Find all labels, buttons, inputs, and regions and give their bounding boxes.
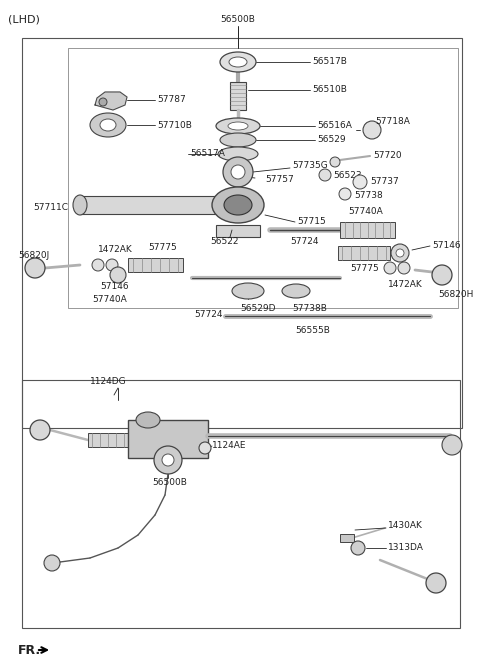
Text: 57775: 57775 [350,264,379,273]
Text: 56500B: 56500B [221,15,255,24]
Text: 56500B: 56500B [152,478,187,487]
Text: 1472AK: 1472AK [388,280,423,289]
Bar [340,534,354,542]
Text: 56510B: 56510B [312,85,347,95]
Text: 57738: 57738 [354,192,383,200]
Ellipse shape [432,265,452,285]
Ellipse shape [426,573,446,593]
Bar [80,196,220,214]
Ellipse shape [92,259,104,271]
Text: 57146: 57146 [100,282,129,291]
Text: 57740A: 57740A [348,207,383,216]
Ellipse shape [218,147,258,161]
Ellipse shape [330,157,340,167]
Bar [22,38,462,428]
Text: 56523: 56523 [333,171,361,179]
Text: 56516A: 56516A [317,122,352,130]
Ellipse shape [199,442,211,454]
Text: 57775: 57775 [148,243,177,252]
Text: 1124AE: 1124AE [212,441,247,450]
Ellipse shape [391,244,409,262]
Ellipse shape [220,52,256,72]
Text: FR.: FR. [18,644,41,657]
Ellipse shape [136,412,160,428]
Text: 57710B: 57710B [157,120,192,130]
Ellipse shape [339,188,351,200]
Ellipse shape [90,113,126,137]
Text: 56555B: 56555B [295,326,330,335]
Text: 1472AK: 1472AK [98,245,133,254]
Bar [68,48,458,308]
Ellipse shape [220,133,256,147]
Text: 56820J: 56820J [18,251,49,260]
Ellipse shape [228,122,248,130]
Ellipse shape [396,249,404,257]
Text: 57740A: 57740A [92,295,127,304]
Text: 57146: 57146 [432,241,461,251]
Text: 56522: 56522 [210,237,239,247]
Ellipse shape [384,262,396,274]
Ellipse shape [216,118,260,134]
Text: 57735G: 57735G [292,161,328,171]
Ellipse shape [231,165,245,179]
Polygon shape [95,92,127,110]
Text: 57715: 57715 [297,218,326,226]
Bar [338,246,390,260]
Ellipse shape [363,121,381,139]
Text: (LHD): (LHD) [8,14,40,24]
Text: 57711C: 57711C [33,204,68,212]
Ellipse shape [154,446,182,474]
Text: 57724: 57724 [290,237,319,247]
Bar [128,420,208,458]
Text: 1124DG: 1124DG [90,377,127,386]
Bar [340,222,395,238]
Bar [128,258,183,272]
Ellipse shape [100,119,116,131]
Ellipse shape [224,195,252,215]
Bar [216,225,260,237]
Text: 57720: 57720 [373,151,402,159]
Text: 57737: 57737 [370,177,399,187]
Text: 1430AK: 1430AK [388,521,423,530]
Ellipse shape [223,157,253,187]
Text: 57738B: 57738B [292,304,327,313]
Ellipse shape [44,555,60,571]
Ellipse shape [282,284,310,298]
Ellipse shape [73,195,87,215]
Ellipse shape [232,283,264,299]
Ellipse shape [229,57,247,67]
Bar [230,82,246,110]
Ellipse shape [106,259,118,271]
Text: 56529: 56529 [317,136,346,144]
Text: 57718A: 57718A [375,117,410,126]
Ellipse shape [212,187,264,223]
Ellipse shape [162,454,174,466]
Ellipse shape [442,435,462,455]
Ellipse shape [213,195,227,215]
Ellipse shape [353,175,367,189]
Text: 56517A: 56517A [190,149,225,159]
Ellipse shape [30,420,50,440]
Bar [22,380,460,628]
Ellipse shape [25,258,45,278]
Ellipse shape [398,262,410,274]
Text: 56517B: 56517B [312,58,347,67]
Ellipse shape [99,98,107,106]
Ellipse shape [110,267,126,283]
Ellipse shape [319,169,331,181]
Text: 57787: 57787 [157,95,186,105]
Text: 56820H: 56820H [438,290,473,299]
Text: 56529D: 56529D [240,304,276,313]
Text: 57757: 57757 [265,175,294,185]
Text: 57724: 57724 [194,310,223,319]
Bar [88,433,128,447]
Ellipse shape [351,541,365,555]
Text: 1313DA: 1313DA [388,544,424,552]
